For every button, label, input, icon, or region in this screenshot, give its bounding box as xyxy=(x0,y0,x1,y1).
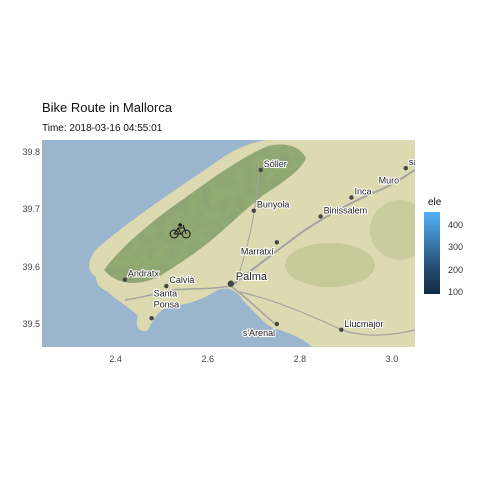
palma-bay xyxy=(188,292,276,334)
legend-tick-mark xyxy=(441,247,445,249)
city-label: sa xyxy=(409,157,419,167)
legend-tick-mark xyxy=(441,269,445,271)
y-tick-label: 39.6 xyxy=(22,261,40,272)
x-tick-label: 2.4 xyxy=(109,354,122,364)
elevation-colorbar xyxy=(424,212,440,294)
legend-title: ele xyxy=(428,197,442,208)
legend-tick-label: 300 xyxy=(448,242,464,253)
legend-tick-mark xyxy=(441,225,445,227)
bicycle-icon xyxy=(169,223,191,239)
city-label: Santa Ponsa xyxy=(154,288,180,309)
city-label: Muro xyxy=(379,176,400,186)
x-tick-label: 2.6 xyxy=(201,354,215,364)
mountain-relief xyxy=(104,144,306,283)
city-label: Andratx xyxy=(128,269,160,279)
city-marker xyxy=(227,280,235,287)
city-marker xyxy=(339,327,344,332)
motorway-west xyxy=(124,285,231,301)
city-marker xyxy=(164,283,169,289)
city-label: Llucmajor xyxy=(344,319,383,329)
city-marker xyxy=(149,316,154,321)
east-hills xyxy=(370,200,415,260)
legend-tick-label: 400 xyxy=(448,220,464,231)
rider-layer xyxy=(169,223,191,239)
city-marker xyxy=(274,321,280,327)
city-label: Palma xyxy=(236,271,268,283)
city-label: Calvià xyxy=(169,275,194,285)
central-hills xyxy=(285,243,375,287)
x-tick-label: 2.8 xyxy=(293,354,307,364)
x-tick-label: 3.0 xyxy=(385,354,399,364)
city-label: s'Arenal xyxy=(243,328,275,338)
city-label: Inca xyxy=(354,187,371,197)
legend-tick-mark xyxy=(441,291,445,293)
city-marker xyxy=(349,195,354,200)
y-tick-label: 39.7 xyxy=(22,204,40,214)
y-tick-label: 39.5 xyxy=(22,319,40,329)
legend-tick-label: 100 xyxy=(448,286,464,297)
city-marker xyxy=(274,240,280,245)
island-land xyxy=(89,140,415,347)
y-tick-label: 39.8 xyxy=(22,146,40,157)
map-title: Bike Route in Mallorca xyxy=(42,100,173,115)
city-marker xyxy=(318,214,323,219)
city-marker xyxy=(122,277,128,282)
legend-tick-label: 200 xyxy=(448,264,464,275)
city-marker xyxy=(258,167,263,173)
city-label: Bunyola xyxy=(257,200,290,210)
city-label: Binissalem xyxy=(324,205,368,215)
city-marker xyxy=(403,165,408,171)
city-label: Marratxí xyxy=(241,246,275,256)
places-layer: Sóller sa Inca Muro Bunyola Binissalem Marratx… xyxy=(122,156,419,339)
map-subtitle: Time: 2018-03-16 04:55:01 xyxy=(42,123,163,134)
city-label: Sóller xyxy=(264,159,287,169)
motorway-arenal xyxy=(231,286,279,327)
motorway-inca xyxy=(231,169,415,286)
city-marker xyxy=(251,208,257,213)
road-soller xyxy=(235,165,261,285)
